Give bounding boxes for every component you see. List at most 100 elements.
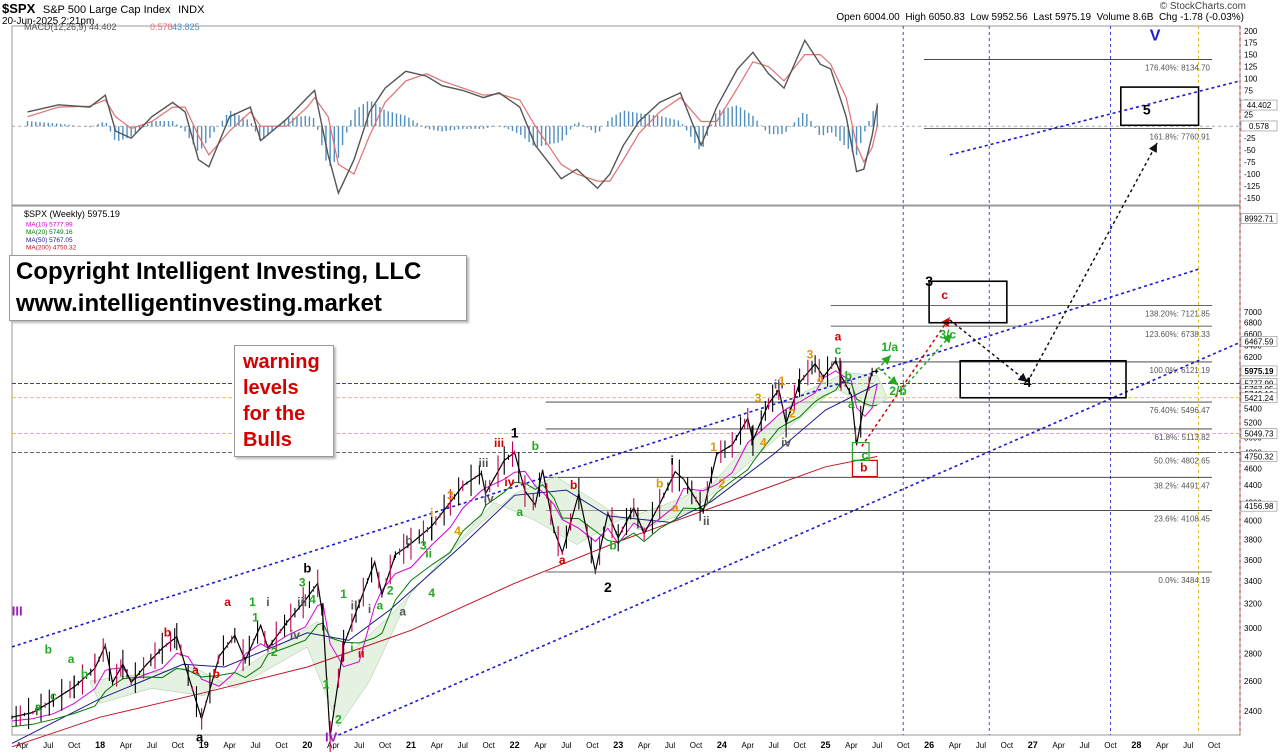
x-tick: Jul: [1183, 741, 1193, 750]
price-badge: [1240, 428, 1278, 439]
wave-label: a: [559, 553, 566, 567]
wave-label: i: [350, 641, 353, 655]
target-box: [959, 359, 1127, 399]
fib-level-label: 23.6%: 4108.45: [1154, 515, 1211, 524]
price-badge-text: 4156.98: [1245, 502, 1274, 511]
projection-arrow-black: [949, 319, 1029, 383]
x-tick: 20: [302, 740, 312, 750]
website-line: www.intelligentinvesting.market: [16, 290, 382, 317]
warning-box: warning levels for the Bulls: [234, 345, 334, 457]
x-tick: Jul: [1079, 741, 1089, 750]
wave-label: a: [196, 730, 204, 745]
wave-label: 2: [604, 579, 612, 595]
ichimoku-cloud: [89, 372, 889, 728]
symbol: $SPX: [2, 1, 36, 16]
wave-label: b: [609, 539, 616, 553]
last-label: Last: [1033, 12, 1053, 23]
wave-label: c: [862, 448, 869, 462]
projection-arrow-green: [878, 368, 899, 386]
wave-label: a: [68, 652, 75, 666]
x-tick: Apr: [431, 741, 444, 750]
x-tick: 27: [1028, 740, 1038, 750]
price-y-tick: 3000: [1244, 624, 1262, 633]
wave-label: b: [570, 478, 577, 492]
wave-label: c: [941, 288, 948, 302]
projection-arrow-green: [899, 333, 953, 393]
wave-label: a: [399, 605, 406, 619]
wave-label: 4: [428, 586, 435, 600]
wave-label: IV: [325, 730, 338, 745]
wave-label: b: [212, 667, 219, 681]
high-label: High: [905, 12, 926, 23]
volume-label: Volume: [1096, 12, 1131, 23]
fib-level-label: 138.20%: 7121.85: [1145, 309, 1210, 318]
x-tick: 19: [199, 740, 209, 750]
x-tick: Jul: [769, 741, 779, 750]
wave-label: b: [164, 626, 171, 640]
price-legend-item: $SPX (Weekly) 5975.19: [24, 209, 120, 219]
chg-value: -1.78 (-0.03%): [1180, 12, 1244, 23]
price-y-tick: 5400: [1244, 405, 1262, 414]
wave-label: iii: [479, 456, 489, 470]
wave-label: b: [656, 477, 663, 491]
x-tick: Apr: [638, 741, 651, 750]
wave-label: iv: [781, 435, 791, 449]
wave-label: 1: [323, 677, 330, 691]
wave-label: b: [845, 369, 852, 383]
fib-level-label: 176.40%: 8134.70: [1145, 63, 1210, 72]
wave-label: 3: [925, 273, 933, 289]
wave-label: i: [266, 595, 269, 609]
x-tick: Oct: [172, 741, 185, 750]
price-badge-text: 4750.32: [1245, 452, 1274, 461]
wave-label: 4: [309, 593, 316, 607]
fib-level-label: 76.40%: 5496.47: [1150, 406, 1211, 415]
wave-label: ii: [703, 514, 710, 528]
wave-label: 4: [454, 524, 461, 538]
copyright-line: Copyright Intelligent Investing, LLC: [16, 258, 422, 285]
wave-label: iv: [484, 491, 494, 505]
x-tick: Apr: [327, 741, 340, 750]
macd-y-tick: -25: [1244, 134, 1256, 143]
price-y-tick: 4400: [1244, 481, 1262, 490]
price-y-tick: 3200: [1244, 600, 1262, 609]
macd-signal-line: [27, 53, 878, 182]
price-y-tick: 6200: [1244, 353, 1262, 362]
wave-label: b: [532, 439, 539, 453]
wave-label: 3/c: [939, 327, 956, 341]
wave-label: 2: [271, 645, 278, 659]
wave-label: 1: [779, 374, 786, 388]
x-tick: Jul: [354, 741, 364, 750]
wave-label: c: [835, 343, 842, 357]
price-y-tick: 7000: [1244, 308, 1262, 317]
wave-label: a: [672, 500, 679, 514]
wave-label: 3: [299, 576, 306, 590]
price-y-tick: 6800: [1244, 319, 1262, 328]
last-value: 5975.19: [1054, 12, 1092, 23]
wave-label: iv: [290, 628, 300, 642]
signal-badge-text: 0.578: [1249, 122, 1270, 131]
copyright-box: Copyright Intelligent Investing, LLC www…: [9, 255, 467, 321]
x-tick: Jul: [43, 741, 53, 750]
wave-label: iii: [297, 595, 307, 609]
wave-label: 1: [511, 424, 519, 440]
macd-pane-frame: [11, 25, 1241, 206]
warning-line: levels: [243, 377, 299, 399]
brand-watermark: © StockCharts.com: [1159, 1, 1246, 12]
x-tick: Oct: [1104, 741, 1117, 750]
fib-level-label: 123.60%: 6738.33: [1145, 330, 1210, 339]
wave-label: a: [516, 505, 523, 519]
wave-label: 4: [817, 372, 824, 386]
x-tick: Oct: [68, 741, 81, 750]
fib-level-label: 61.8%: 5113.82: [1155, 433, 1211, 442]
price-badge: [1240, 451, 1278, 462]
wave-label: iv: [504, 475, 514, 489]
wave-label: 1: [710, 440, 717, 454]
wave-label: 1: [340, 587, 347, 601]
price-y-tick: 3600: [1244, 556, 1262, 565]
wave-label: 3: [447, 489, 454, 503]
macd-channel-line: [949, 80, 1241, 156]
x-tick: Apr: [534, 741, 547, 750]
wave-label: 2: [789, 407, 796, 421]
chg-label: Chg: [1158, 12, 1178, 23]
x-tick: 21: [406, 740, 416, 750]
